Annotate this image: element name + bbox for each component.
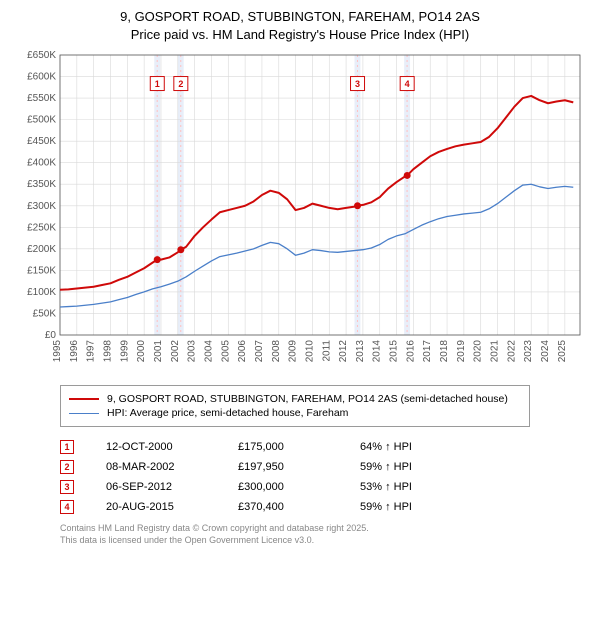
legend-item: HPI: Average price, semi-detached house,… — [69, 406, 521, 420]
svg-text:2010: 2010 — [304, 340, 315, 363]
legend-swatch — [69, 398, 99, 400]
svg-text:2011: 2011 — [321, 340, 332, 362]
sales-table: 1 12-OCT-2000 £175,000 64% ↑ HPI 2 08-MAR-200… — [60, 437, 530, 517]
svg-text:2021: 2021 — [490, 340, 501, 363]
svg-text:£500K: £500K — [27, 115, 56, 126]
svg-text:3: 3 — [355, 79, 360, 89]
chart-area: £0 £50K £100K £150K £200K £250K £300K £350K £400… — [12, 47, 588, 377]
line-chart-svg: £0 £50K £100K £150K £200K £250K £300K £350K £400… — [12, 47, 588, 377]
svg-text:2018: 2018 — [439, 340, 450, 363]
svg-text:2017: 2017 — [422, 340, 433, 363]
svg-text:2004: 2004 — [203, 340, 214, 363]
sale-pct: 64% ↑ HPI — [360, 441, 460, 453]
sale-price: £175,000 — [238, 441, 328, 453]
svg-text:£150K: £150K — [27, 265, 56, 276]
svg-text:£300K: £300K — [27, 201, 56, 212]
svg-text:2012: 2012 — [338, 340, 349, 363]
svg-text:2019: 2019 — [456, 340, 467, 363]
svg-text:2008: 2008 — [271, 340, 282, 363]
legend-label: 9, GOSPORT ROAD, STUBBINGTON, FAREHAM, P… — [107, 393, 508, 405]
svg-text:2006: 2006 — [237, 340, 248, 363]
legend-swatch — [69, 413, 99, 414]
sale-price: £300,000 — [238, 481, 328, 493]
sale-date: 12-OCT-2000 — [106, 441, 206, 453]
sale-date: 08-MAR-2002 — [106, 461, 206, 473]
svg-text:2025: 2025 — [557, 340, 568, 363]
svg-text:2022: 2022 — [506, 340, 517, 363]
sale-marker: 4 — [60, 500, 74, 514]
sales-row: 2 08-MAR-2002 £197,950 59% ↑ HPI — [60, 457, 530, 477]
sale-pct: 59% ↑ HPI — [360, 461, 460, 473]
svg-text:2014: 2014 — [372, 340, 383, 363]
svg-text:£550K: £550K — [27, 93, 56, 104]
svg-text:1998: 1998 — [102, 340, 113, 363]
sale-price: £370,400 — [238, 501, 328, 513]
svg-text:4: 4 — [405, 79, 410, 89]
svg-text:2005: 2005 — [220, 340, 231, 363]
svg-text:2016: 2016 — [405, 340, 416, 363]
svg-text:2023: 2023 — [523, 340, 534, 363]
legend-item: 9, GOSPORT ROAD, STUBBINGTON, FAREHAM, P… — [69, 392, 521, 406]
title-line-2: Price paid vs. HM Land Registry's House … — [12, 26, 588, 44]
legend-label: HPI: Average price, semi-detached house,… — [107, 407, 348, 419]
sale-date: 20-AUG-2015 — [106, 501, 206, 513]
svg-text:£100K: £100K — [27, 287, 56, 298]
svg-text:1995: 1995 — [52, 340, 63, 363]
sales-row: 4 20-AUG-2015 £370,400 59% ↑ HPI — [60, 497, 530, 517]
svg-text:2002: 2002 — [170, 340, 181, 363]
title-line-1: 9, GOSPORT ROAD, STUBBINGTON, FAREHAM, P… — [12, 8, 588, 26]
svg-text:2: 2 — [178, 79, 183, 89]
svg-text:2003: 2003 — [187, 340, 198, 363]
sale-pct: 59% ↑ HPI — [360, 501, 460, 513]
svg-text:£350K: £350K — [27, 179, 56, 190]
svg-text:2000: 2000 — [136, 340, 147, 363]
sale-price: £197,950 — [238, 461, 328, 473]
svg-text:£400K: £400K — [27, 158, 56, 169]
svg-text:1999: 1999 — [119, 340, 130, 363]
svg-text:2013: 2013 — [355, 340, 366, 363]
svg-text:2024: 2024 — [540, 340, 551, 363]
svg-text:£650K: £650K — [27, 50, 56, 61]
svg-text:2015: 2015 — [389, 340, 400, 363]
svg-text:2009: 2009 — [288, 340, 299, 363]
svg-text:1996: 1996 — [69, 340, 80, 363]
legend-box: 9, GOSPORT ROAD, STUBBINGTON, FAREHAM, P… — [60, 385, 530, 427]
svg-text:2001: 2001 — [153, 340, 164, 363]
sale-marker: 3 — [60, 480, 74, 494]
svg-text:1997: 1997 — [86, 340, 97, 363]
svg-text:£450K: £450K — [27, 136, 56, 147]
svg-text:£50K: £50K — [33, 309, 57, 320]
svg-text:2007: 2007 — [254, 340, 265, 363]
footer-attribution: Contains HM Land Registry data © Crown c… — [60, 523, 588, 546]
footer-line-2: This data is licensed under the Open Gov… — [60, 535, 588, 547]
svg-text:£600K: £600K — [27, 72, 56, 83]
svg-text:£200K: £200K — [27, 244, 56, 255]
chart-title: 9, GOSPORT ROAD, STUBBINGTON, FAREHAM, P… — [12, 8, 588, 43]
sale-date: 06-SEP-2012 — [106, 481, 206, 493]
sale-marker: 1 — [60, 440, 74, 454]
sales-row: 1 12-OCT-2000 £175,000 64% ↑ HPI — [60, 437, 530, 457]
sales-row: 3 06-SEP-2012 £300,000 53% ↑ HPI — [60, 477, 530, 497]
svg-text:1: 1 — [155, 79, 160, 89]
footer-line-1: Contains HM Land Registry data © Crown c… — [60, 523, 588, 535]
sale-pct: 53% ↑ HPI — [360, 481, 460, 493]
sale-marker: 2 — [60, 460, 74, 474]
svg-text:2020: 2020 — [473, 340, 484, 363]
svg-text:£0: £0 — [45, 330, 57, 341]
svg-text:£250K: £250K — [27, 222, 56, 233]
